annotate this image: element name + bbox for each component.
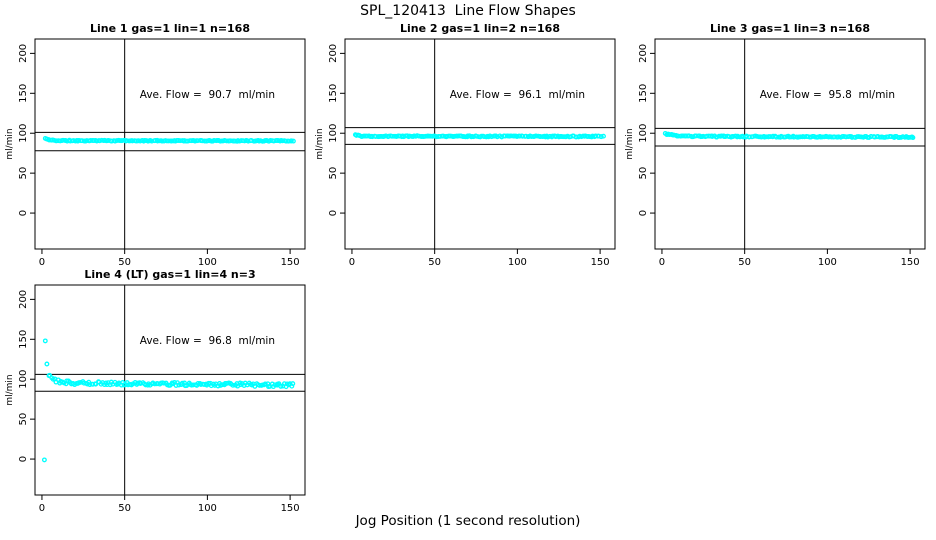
y-tick-label: 100 (638, 124, 649, 143)
y-axis-label: ml/min (315, 128, 325, 159)
y-tick-label: 0 (18, 456, 29, 462)
panel-title: Line 3 gas=1 lin=3 n=168 (710, 22, 870, 35)
data-point (683, 133, 689, 139)
y-tick-label: 100 (328, 124, 339, 143)
data-point (290, 138, 296, 144)
y-tick-label: 50 (638, 167, 649, 180)
data-point (166, 138, 172, 144)
data-point (462, 134, 468, 140)
y-tick-label: 0 (328, 210, 339, 216)
y-axis-label: ml/min (625, 128, 635, 159)
x-tick-label: 150 (901, 257, 920, 268)
figure-title: SPL_120413 Line Flow Shapes (360, 3, 576, 19)
y-tick-label: 50 (328, 167, 339, 180)
plot-box (654, 38, 926, 250)
y-tick-label: 100 (18, 124, 29, 143)
panel-title: Line 2 gas=1 lin=2 n=168 (400, 22, 560, 35)
x-tick-label: 0 (659, 257, 665, 268)
data-point (262, 381, 268, 387)
x-tick-label: 0 (39, 257, 45, 268)
panel-line-1: Line 1 gas=1 lin=1 n=168 0 50 100 150 200 0 50 1… (4, 22, 316, 268)
panel-line-4: Line 4 (LT) gas=1 lin=4 n=3 0 50 100 150 200 0… (4, 268, 316, 514)
ave-flow-annotation: Ave. Flow = 96.1 ml/min (450, 89, 585, 101)
line-1-chart: Line 1 gas=1 lin=1 n=168 0 50 100 150 200 0 50 1… (5, 22, 306, 268)
x-tick-label: 100 (818, 257, 837, 268)
data-point (152, 381, 158, 387)
x-tick-label: 50 (118, 503, 131, 514)
line-4-chart: Line 4 (LT) gas=1 lin=4 n=3 0 50 100 150 200 0… (5, 268, 306, 514)
y-tick-label: 150 (18, 330, 29, 349)
data-point (596, 133, 601, 139)
data-point (517, 133, 523, 139)
data-point (593, 133, 599, 139)
data-point (60, 137, 66, 143)
data-point (179, 380, 185, 386)
data-point (42, 338, 48, 344)
data-point (767, 134, 773, 140)
panel-title: Line 1 gas=1 lin=1 n=168 (90, 22, 250, 35)
y-tick-label: 200 (638, 44, 649, 63)
y-tick-label: 50 (18, 167, 29, 180)
x-tick-label: 100 (198, 503, 217, 514)
x-axis-label: Jog Position (1 second resolution) (355, 513, 581, 529)
data-point (910, 135, 916, 141)
data-point (828, 134, 834, 140)
x-tick-label: 100 (198, 257, 217, 268)
y-tick-label: 150 (18, 84, 29, 103)
x-tick-label: 150 (281, 257, 300, 268)
y-axis-label: ml/min (5, 374, 15, 405)
ave-flow-annotation: Ave. Flow = 96.8 ml/min (140, 335, 275, 347)
x-tick-label: 150 (591, 257, 610, 268)
data-point (560, 134, 566, 140)
data-point (87, 382, 93, 388)
y-tick-label: 200 (18, 290, 29, 309)
data-point (44, 361, 50, 367)
y-tick-label: 150 (638, 84, 649, 103)
y-tick-label: 0 (18, 210, 29, 216)
data-point (278, 383, 284, 389)
data-point (452, 133, 458, 139)
x-tick-label: 100 (508, 257, 527, 268)
plot-box (344, 38, 616, 250)
y-tick-label: 0 (638, 210, 649, 216)
plot-box (34, 284, 306, 496)
line-2-chart: Line 2 gas=1 lin=2 n=168 0 50 100 150 200 0 50 1… (315, 22, 616, 268)
panel-title: Line 4 (LT) gas=1 lin=4 n=3 (84, 268, 255, 281)
x-tick-label: 150 (281, 503, 300, 514)
line-3-chart: Line 3 gas=1 lin=3 n=168 0 50 100 150 200 0 50 1… (625, 22, 926, 268)
y-tick-label: 150 (328, 84, 339, 103)
plot-box (34, 38, 306, 250)
data-point (601, 133, 606, 139)
data-point (90, 381, 96, 387)
y-tick-label: 200 (328, 44, 339, 63)
data-point (206, 380, 212, 386)
data-point (41, 457, 47, 463)
y-axis-label: ml/min (5, 128, 15, 159)
x-tick-label: 50 (428, 257, 441, 268)
panel-line-2: Line 2 gas=1 lin=2 n=168 0 50 100 150 200 0 50 1… (314, 22, 626, 268)
data-point (288, 138, 294, 144)
data-point (230, 382, 236, 388)
data-point (680, 133, 686, 139)
ave-flow-annotation: Ave. Flow = 90.7 ml/min (140, 89, 275, 101)
x-tick-label: 50 (738, 257, 751, 268)
panel-line-3: Line 3 gas=1 lin=3 n=168 0 50 100 150 200 0 50 1… (624, 22, 936, 268)
x-tick-label: 0 (39, 503, 45, 514)
data-point (201, 382, 207, 387)
data-point (94, 138, 100, 144)
y-tick-label: 200 (18, 44, 29, 63)
ave-flow-annotation: Ave. Flow = 95.8 ml/min (760, 89, 895, 101)
y-tick-label: 50 (18, 413, 29, 426)
data-point (93, 381, 99, 387)
data-point (598, 134, 604, 140)
x-tick-label: 0 (349, 257, 355, 268)
data-point (286, 138, 292, 144)
y-tick-label: 100 (18, 370, 29, 389)
data-point (290, 381, 296, 387)
x-tick-label: 50 (118, 257, 131, 268)
